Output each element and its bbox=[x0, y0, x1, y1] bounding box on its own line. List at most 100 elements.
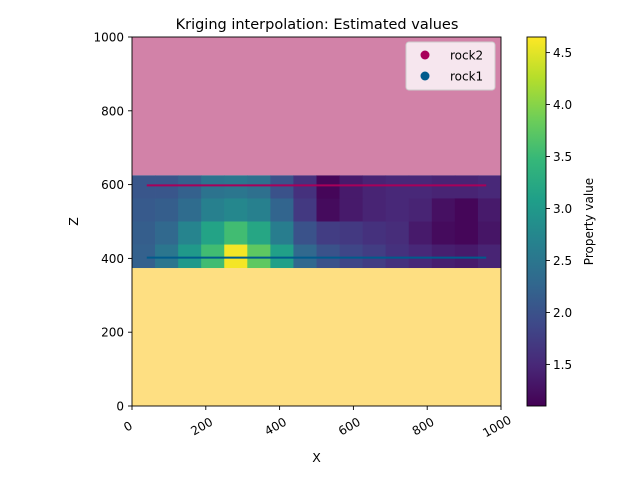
heatmap-cell bbox=[477, 198, 502, 222]
y-tick-label: 400 bbox=[101, 252, 124, 266]
heatmap-cell bbox=[224, 244, 248, 269]
plot-frame bbox=[131, 36, 502, 407]
heatmap-cell bbox=[201, 244, 225, 269]
heatmap-cell bbox=[247, 244, 271, 269]
heatmap-cell bbox=[178, 221, 202, 245]
heatmap-cell bbox=[155, 244, 179, 269]
heatmap-cell bbox=[247, 221, 271, 245]
heatmap-cell bbox=[132, 175, 156, 199]
colorbar-tick-label: 2.0 bbox=[553, 306, 572, 320]
heatmap-cell bbox=[408, 175, 433, 199]
heatmap-cell bbox=[362, 221, 387, 245]
x-tick-label: 200 bbox=[188, 415, 215, 439]
colorbar-tick-label: 2.5 bbox=[553, 254, 572, 268]
heatmap-cell bbox=[316, 198, 340, 222]
heatmap-cell bbox=[201, 175, 225, 199]
heatmap-cell bbox=[454, 198, 479, 222]
chart-title: Kriging interpolation: Estimated values bbox=[176, 17, 459, 33]
colorbar-tick-label: 3.5 bbox=[553, 150, 572, 164]
heatmap-cell bbox=[454, 175, 479, 199]
heatmap-cell bbox=[270, 244, 294, 269]
heatmap-cell bbox=[270, 198, 294, 222]
heatmap-cell bbox=[362, 244, 387, 269]
heatmap-cell bbox=[270, 221, 294, 245]
heatmap-cell bbox=[385, 221, 410, 245]
colorbar-tick-label: 3.0 bbox=[553, 202, 572, 216]
heatmap-cell bbox=[339, 175, 364, 199]
heatmap-cell bbox=[385, 175, 410, 199]
heatmap-cell bbox=[201, 221, 225, 245]
heatmap-cell bbox=[224, 175, 248, 199]
heatmap-cell bbox=[247, 198, 271, 222]
heatmap-cell bbox=[293, 221, 317, 245]
heatmap-cell bbox=[316, 175, 340, 199]
legend-label: rock1 bbox=[450, 70, 483, 84]
colorbar-label: Property value bbox=[582, 178, 596, 265]
colorbar-tick-label: 1.5 bbox=[553, 358, 572, 372]
y-tick-label: 800 bbox=[101, 104, 124, 118]
heatmap-cell bbox=[316, 221, 340, 245]
x-tick-label: 1000 bbox=[480, 413, 513, 440]
heatmap-cell bbox=[362, 175, 387, 199]
heatmap-cell bbox=[155, 175, 179, 199]
heatmap-cell bbox=[178, 244, 202, 269]
heatmap-cell bbox=[155, 198, 179, 222]
x-axis: 0 200 400 600 800 1000 bbox=[121, 406, 514, 440]
heatmap-cell bbox=[339, 244, 364, 269]
y-tick-label: 200 bbox=[101, 326, 124, 340]
x-tick-label: 600 bbox=[336, 415, 363, 439]
heatmap-cell bbox=[431, 175, 456, 199]
heatmap-cell bbox=[224, 221, 248, 245]
heatmap-cell bbox=[454, 244, 479, 269]
heatmap-cell bbox=[224, 198, 248, 222]
heatmap-cell bbox=[316, 244, 340, 269]
heatmap-cell bbox=[247, 175, 271, 199]
heatmap-cell bbox=[339, 198, 364, 222]
legend-marker bbox=[420, 50, 430, 60]
heatmap-cell bbox=[293, 175, 317, 199]
heatmap-cell bbox=[477, 244, 502, 269]
y-axis-label: Z bbox=[66, 217, 81, 226]
colorbar-bar bbox=[526, 36, 547, 407]
layer-region bbox=[132, 267, 501, 406]
x-tick-label: 0 bbox=[121, 419, 135, 435]
y-tick-label: 0 bbox=[116, 400, 124, 414]
heatmap-cell bbox=[477, 221, 502, 245]
legend-marker bbox=[420, 71, 430, 81]
heatmap-cell bbox=[132, 221, 156, 245]
y-tick-label: 1000 bbox=[93, 31, 124, 45]
colorbar-tick-label: 4.5 bbox=[553, 46, 572, 60]
heatmap-cell bbox=[431, 244, 456, 269]
heatmap-cell bbox=[408, 198, 433, 222]
legend-label: rock2 bbox=[450, 49, 483, 63]
heatmap-cell bbox=[155, 221, 179, 245]
x-tick-label: 400 bbox=[262, 415, 289, 439]
heatmap-cell bbox=[408, 221, 433, 245]
heatmap-cell bbox=[408, 244, 433, 269]
colorbar-tick-label: 4.0 bbox=[553, 98, 572, 112]
heatmap-cell bbox=[431, 198, 456, 222]
heatmap-cell bbox=[293, 198, 317, 222]
heatmap-cell bbox=[385, 244, 410, 269]
heatmap-cell bbox=[362, 198, 387, 222]
heatmap-cell bbox=[270, 175, 294, 199]
heatmap-cell bbox=[385, 198, 410, 222]
heatmap-cell bbox=[132, 198, 156, 222]
heatmap-cell bbox=[201, 198, 225, 222]
heatmap-cell bbox=[339, 221, 364, 245]
x-tick-label: 800 bbox=[410, 415, 437, 439]
colorbar: 1.5 2.0 2.5 3.0 3.5 4.0 4.5 Property value bbox=[526, 36, 596, 407]
heatmap-cell bbox=[178, 198, 202, 222]
plot-area bbox=[131, 36, 502, 407]
x-axis-label: X bbox=[312, 450, 321, 465]
heatmap-cell bbox=[132, 244, 156, 269]
heatmap-cell bbox=[431, 221, 456, 245]
heatmap-cell bbox=[454, 221, 479, 245]
y-axis: 0 200 400 600 800 1000 bbox=[93, 31, 132, 414]
legend: rock2 rock1 bbox=[405, 41, 496, 91]
heatmap-cell bbox=[293, 244, 317, 269]
heatmap-cell bbox=[477, 175, 502, 199]
y-tick-label: 600 bbox=[101, 178, 124, 192]
heatmap-cell bbox=[178, 175, 202, 199]
